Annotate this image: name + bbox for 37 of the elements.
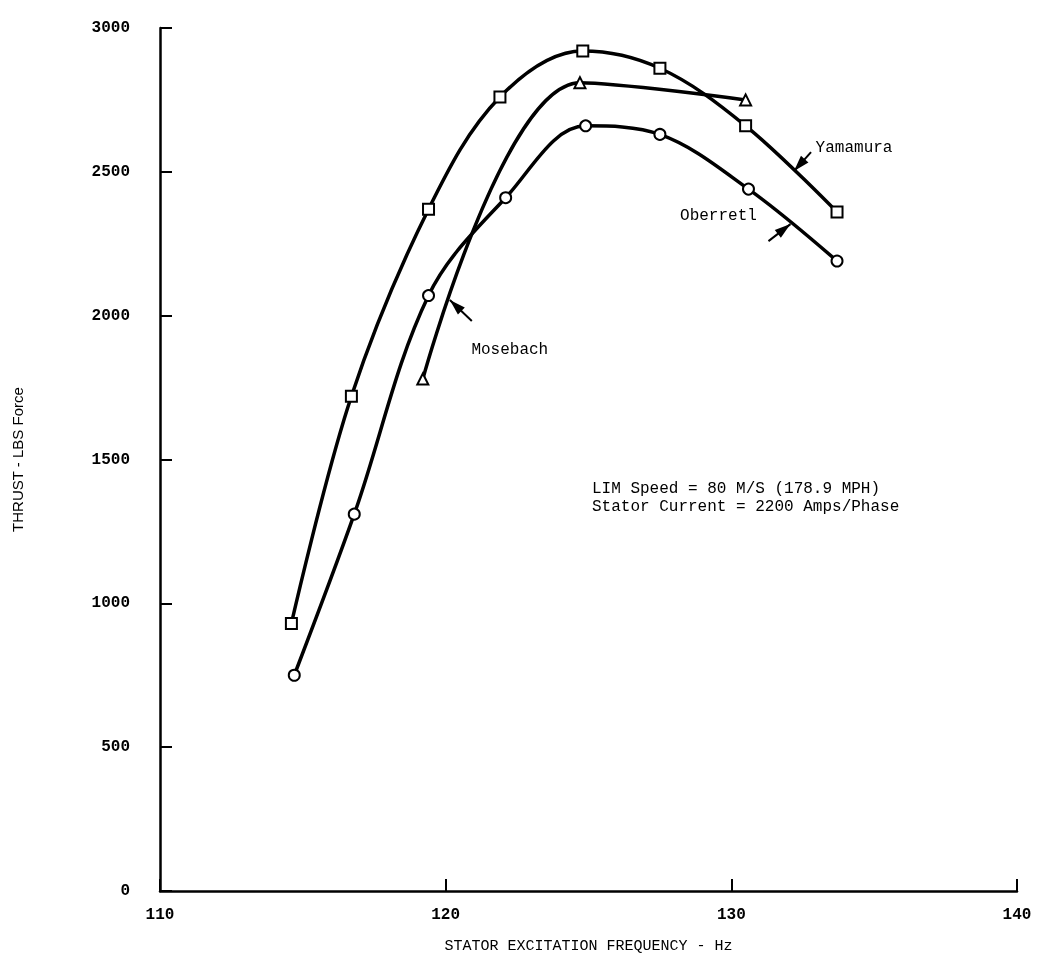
point xyxy=(739,119,753,133)
series-label: Oberretl xyxy=(680,207,757,226)
point xyxy=(579,119,593,133)
point xyxy=(344,389,358,403)
point xyxy=(347,507,361,521)
point xyxy=(416,372,430,386)
x-axis-title: STATOR EXCITATION FREQUENCY - Hz xyxy=(444,938,733,955)
series-label: Yamamura xyxy=(815,139,893,158)
point xyxy=(741,182,755,196)
y-axis-title: THRUST - LBS Force xyxy=(9,387,26,532)
y-tick-label: 3000 xyxy=(91,19,130,37)
point xyxy=(422,289,436,303)
x-tick-label: 110 xyxy=(145,906,175,924)
y-tick-label: 1000 xyxy=(91,594,130,613)
annotation: LIM Speed = 80 M/S (178.9 MPH) xyxy=(592,480,881,498)
point xyxy=(653,61,667,75)
y-tick-label: 500 xyxy=(101,738,130,757)
point xyxy=(284,616,298,630)
point xyxy=(499,191,513,205)
point xyxy=(422,202,436,216)
x-tick-label: 140 xyxy=(1002,906,1032,924)
y-tick-label: 2000 xyxy=(91,306,130,325)
point xyxy=(830,254,844,268)
x-tick-label: 120 xyxy=(431,906,461,924)
point xyxy=(739,93,753,107)
point xyxy=(830,205,844,219)
point xyxy=(576,44,590,58)
y-tick-label: 0 xyxy=(120,882,130,900)
text: Mosebach xyxy=(471,340,549,359)
x-tick-label: 130 xyxy=(716,906,746,924)
annotation: Stator Current = 2200 Amps/Phase xyxy=(592,498,900,516)
point xyxy=(573,76,587,90)
y-tick-label: 2500 xyxy=(91,162,130,181)
point xyxy=(653,127,667,141)
point xyxy=(493,90,507,104)
point xyxy=(287,668,301,682)
y-tick-label: 1500 xyxy=(91,450,130,469)
